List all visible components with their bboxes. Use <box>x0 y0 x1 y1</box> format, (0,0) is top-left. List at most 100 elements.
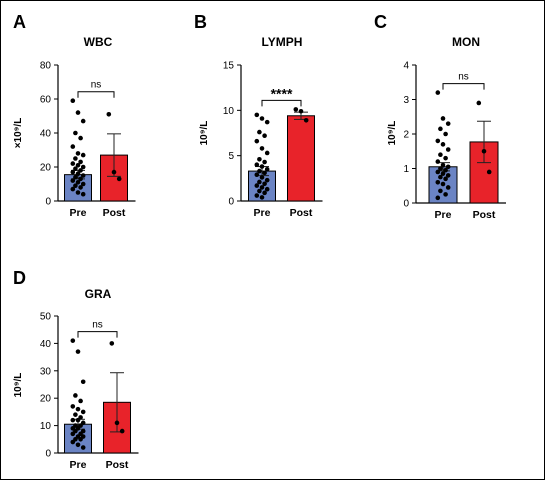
data-point <box>73 183 78 188</box>
data-point <box>254 193 260 198</box>
data-point <box>70 144 76 149</box>
data-point <box>78 135 83 141</box>
y-axis-label: 10⁹/L <box>199 121 210 146</box>
data-point <box>70 417 76 423</box>
data-point <box>438 152 443 157</box>
y-tick-label: 50 <box>40 312 52 323</box>
x-tick-label-pre: Pre <box>435 209 452 221</box>
panel-b: B LYMPH 10⁹/L 0 5 10 15 Pre Post **** <box>194 12 323 219</box>
data-point <box>440 162 446 168</box>
data-point <box>264 150 270 156</box>
data-point <box>259 185 265 190</box>
data-point <box>78 185 83 190</box>
data-point <box>70 98 76 103</box>
data-point <box>78 159 83 165</box>
panel-title: GRA <box>85 287 112 301</box>
data-point <box>75 417 81 423</box>
data-point <box>75 110 81 115</box>
data-point <box>438 126 443 132</box>
y-tick-label: 1 <box>403 164 409 175</box>
data-point <box>438 166 443 171</box>
data-point <box>259 116 265 121</box>
data-point <box>70 431 76 437</box>
data-point <box>445 173 451 178</box>
data-point <box>443 131 448 137</box>
data-point <box>476 100 482 106</box>
panel-d: D GRA 10⁹/L 0 10 20 30 40 50 Pre Post ns <box>13 268 139 471</box>
data-point <box>116 176 122 182</box>
data-point <box>75 190 81 195</box>
data-point <box>303 118 309 123</box>
data-point <box>443 176 448 182</box>
significance-bracket <box>77 331 118 338</box>
y-tick-label: 0 <box>45 449 51 460</box>
data-point <box>80 181 86 187</box>
data-point <box>438 188 443 194</box>
data-point <box>435 195 441 201</box>
data-point <box>259 164 265 169</box>
data-point <box>257 129 262 135</box>
data-point <box>445 164 451 170</box>
significance-bracket <box>261 99 302 107</box>
data-point <box>435 180 441 185</box>
data-point <box>259 146 265 151</box>
data-point <box>114 420 120 426</box>
panel-a: A WBC ×10⁹/L 0 20 40 60 80 Pre Post ns <box>13 12 136 219</box>
x-tick-label-post: Post <box>290 207 313 219</box>
data-point <box>106 112 112 117</box>
y-tick-label: 80 <box>40 61 52 72</box>
data-point <box>262 181 267 187</box>
data-point <box>254 183 260 188</box>
data-point <box>75 171 81 177</box>
data-point <box>80 191 86 197</box>
significance-bracket <box>77 91 115 98</box>
data-point <box>75 442 81 448</box>
panel-letter: B <box>194 12 207 32</box>
data-point <box>264 119 270 125</box>
data-point <box>262 190 267 196</box>
data-point <box>445 185 451 190</box>
data-point <box>70 439 76 445</box>
panel-title: MON <box>452 35 480 49</box>
data-point <box>264 186 270 192</box>
data-point <box>435 138 441 144</box>
data-point <box>259 175 265 180</box>
data-point <box>80 379 86 385</box>
significance-label: **** <box>271 85 293 101</box>
x-tick-label-post: Post <box>106 459 129 471</box>
data-point <box>262 133 267 139</box>
x-tick-label-post: Post <box>103 207 126 219</box>
data-point <box>70 186 76 192</box>
x-tick-label-pre: Pre <box>70 459 87 471</box>
y-tick-label: 5 <box>228 151 234 162</box>
data-point <box>75 406 81 412</box>
y-tick-label: 15 <box>223 61 235 72</box>
data-point <box>75 349 81 354</box>
y-tick-label: 20 <box>40 163 52 174</box>
data-point <box>262 170 267 176</box>
y-tick-label: 10 <box>40 421 52 432</box>
panel-letter: C <box>374 12 387 32</box>
data-point <box>257 156 262 162</box>
data-point <box>80 164 86 170</box>
data-point <box>70 338 76 343</box>
y-tick-label: 3 <box>403 95 409 106</box>
data-point <box>481 148 487 154</box>
data-point <box>257 188 262 194</box>
data-point <box>257 168 262 174</box>
y-tick-label: 4 <box>403 61 409 72</box>
panel-letter: A <box>13 12 26 32</box>
y-tick-label: 0 <box>403 199 409 210</box>
data-point <box>111 169 117 175</box>
data-point <box>440 171 446 176</box>
data-point <box>75 180 81 185</box>
data-point <box>80 409 86 415</box>
y-tick-label: 40 <box>40 339 52 350</box>
bar-post <box>287 115 315 202</box>
data-point <box>440 116 446 121</box>
data-point <box>109 341 115 346</box>
data-point <box>70 404 76 409</box>
panel-c: C MON 10⁹/L 0 1 2 3 4 Pre Post ns <box>374 12 506 221</box>
y-tick-label: 60 <box>40 95 52 106</box>
data-point <box>73 174 78 180</box>
